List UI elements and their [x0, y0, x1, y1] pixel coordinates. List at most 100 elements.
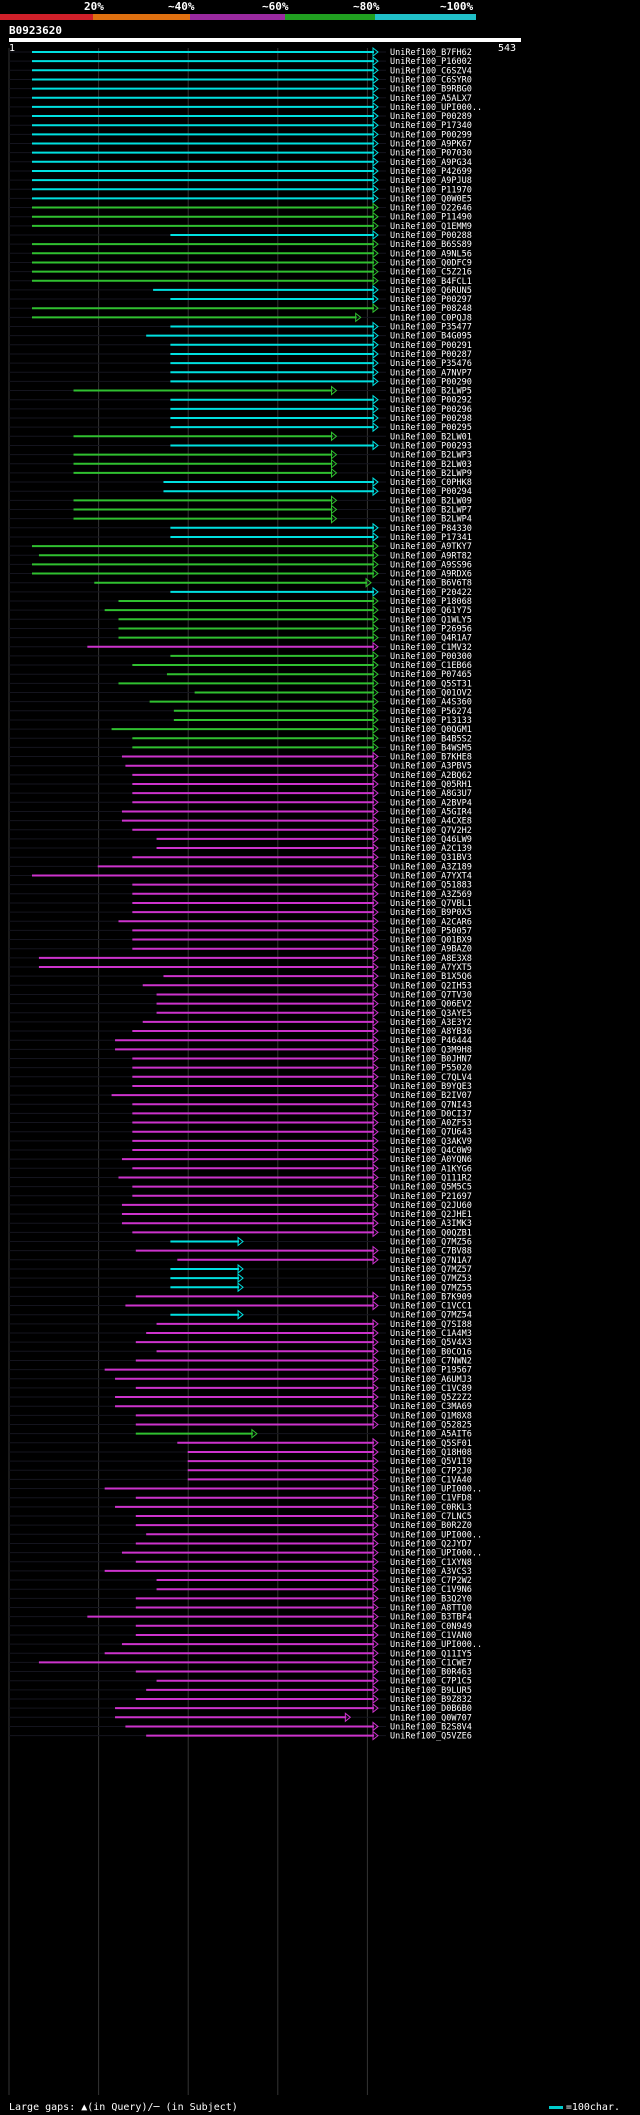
hit-row: UniRef100_B9LUR5	[9, 1684, 472, 1696]
hit-arrow	[372, 1703, 379, 1714]
hit-label: UniRef100_P35477	[390, 323, 472, 333]
hit-label: UniRef100_C1V9N6	[390, 1585, 472, 1595]
hit-label: UniRef100_Q0W707	[390, 1713, 472, 1723]
hit-arrow	[372, 1062, 379, 1073]
hit-label: UniRef100_A7YXT5	[390, 963, 472, 973]
hit-label: UniRef100_UPI000..	[390, 1549, 482, 1559]
hit-arrow	[372, 705, 379, 716]
hit-row: UniRef100_P00287	[9, 348, 472, 360]
hit-row: UniRef100_A8E3X8	[9, 952, 472, 964]
hit-label: UniRef100_Q7TV30	[390, 990, 472, 1000]
hit-label: UniRef100_C7P1C5	[390, 1677, 472, 1687]
hit-arrow	[372, 412, 379, 424]
hit-label: UniRef100_D0CI37	[390, 1109, 472, 1119]
hit-row: UniRef100_A9SS96	[9, 559, 472, 570]
hit-row: UniRef100_Q0W707	[9, 1712, 472, 1723]
hit-label: UniRef100_Q0DFC9	[390, 258, 472, 268]
hit-label: UniRef100_Q4R1A7	[390, 634, 472, 644]
legend-label-80: ~80%	[353, 0, 380, 13]
hit-label: UniRef100_B4B5S2	[390, 734, 472, 744]
hit-row: UniRef100_C1VCC1	[9, 1300, 472, 1312]
hit-arrow	[372, 788, 379, 799]
hit-row: UniRef100_Q0W0E5	[9, 193, 472, 204]
hit-arrow	[372, 897, 379, 908]
hit-row: UniRef100_A9PK67	[9, 138, 472, 150]
hit-arrow	[372, 239, 379, 250]
hit-row: UniRef100_A8YB36	[9, 1026, 472, 1037]
hit-arrow	[372, 1090, 379, 1101]
hit-row: UniRef100_C1VC89	[9, 1382, 472, 1394]
hit-label: UniRef100_C5Z216	[390, 268, 472, 278]
hit-arrow	[372, 1629, 379, 1640]
hit-row: UniRef100_A3IMK3	[9, 1218, 472, 1229]
hit-arrow	[372, 294, 379, 305]
hit-arrow	[372, 669, 379, 680]
hit-arrow	[372, 998, 379, 1009]
hit-row: UniRef100_C5Z216	[9, 266, 472, 278]
hit-label: UniRef100_A3PBV5	[390, 762, 472, 772]
hit-row: UniRef100_P11970	[9, 184, 472, 195]
hit-row: UniRef100_Q5M5C5	[9, 1181, 472, 1193]
hit-arrow	[372, 1181, 379, 1192]
hit-row: UniRef100_B2S8V4	[9, 1721, 472, 1732]
hit-arrow	[372, 1465, 379, 1476]
hit-row: UniRef100_Q51883	[9, 879, 472, 891]
hit-arrow	[372, 111, 379, 122]
hit-label: UniRef100_A9NL56	[390, 249, 472, 259]
hit-label: UniRef100_C7P2J0	[390, 1466, 472, 1476]
hit-label: UniRef100_A8G3U7	[390, 789, 472, 799]
hit-arrow	[372, 1684, 379, 1695]
hit-arrow	[372, 101, 379, 112]
legend-label-60: ~60%	[262, 0, 289, 13]
hit-row: UniRef100_B2LW09	[9, 495, 472, 506]
hit-row: UniRef100_P00293	[9, 440, 472, 451]
hit-row: UniRef100_B9P0X5	[9, 907, 472, 918]
hit-row: UniRef100_C7NWN2	[9, 1355, 472, 1366]
hit-row: UniRef100_Q111R2	[9, 1172, 472, 1183]
hit-label: UniRef100_C1MV32	[390, 643, 472, 653]
hit-row: UniRef100_A9PJU8	[9, 175, 472, 186]
hit-label: UniRef100_C1A4M3	[390, 1329, 472, 1339]
hit-row: UniRef100_A8TTQ0	[9, 1602, 472, 1614]
hit-label: UniRef100_Q3AYE5	[390, 1009, 472, 1019]
hit-arrow	[372, 916, 379, 927]
hit-row: UniRef100_Q61Y75	[9, 605, 472, 616]
hit-row: UniRef100_C0RKL3	[9, 1501, 472, 1513]
hit-label: UniRef100_Q7VBL1	[390, 899, 472, 909]
hit-row: UniRef100_UPI000..	[9, 101, 482, 113]
hit-row: UniRef100_Q46LW9	[9, 833, 472, 845]
hit-label: UniRef100_B0JHN7	[390, 1055, 472, 1065]
hit-row: UniRef100_A3VCS3	[9, 1565, 472, 1577]
hit-label: UniRef100_Q51883	[390, 881, 472, 891]
hit-arrow	[372, 175, 379, 186]
hit-label: UniRef100_Q1WLY5	[390, 615, 472, 625]
hit-arrow	[372, 477, 379, 488]
hit-arrow	[372, 46, 379, 58]
hit-row: UniRef100_P00292	[9, 394, 472, 406]
hit-label: UniRef100_C1XYN8	[390, 1558, 472, 1568]
hit-label: UniRef100_P17340	[390, 121, 472, 131]
hit-arrow	[372, 980, 379, 991]
hit-arrow	[372, 1071, 379, 1082]
hit-label: UniRef100_P11970	[390, 185, 472, 195]
hit-row: UniRef100_P08248	[9, 303, 472, 314]
hit-label: UniRef100_P07465	[390, 670, 472, 680]
hit-arrow	[372, 833, 379, 844]
hit-arrow	[372, 934, 379, 945]
hit-arrow	[372, 1227, 379, 1238]
hit-label: UniRef100_Q01OV2	[390, 689, 472, 699]
hit-arrow	[372, 1721, 379, 1732]
hit-arrow	[372, 760, 379, 771]
hit-row: UniRef100_P56274	[9, 705, 472, 717]
hit-arrow	[372, 1437, 379, 1448]
hit-row: UniRef100_P35476	[9, 358, 472, 369]
hit-row: UniRef100_Q7MZ55	[9, 1282, 472, 1293]
hit-label: UniRef100_P00298	[390, 414, 472, 424]
query-start-label: 1	[9, 43, 16, 54]
hit-label: UniRef100_Q5V4X3	[390, 1338, 472, 1348]
hit-arrow	[372, 321, 379, 332]
hit-arrow	[372, 1007, 379, 1018]
hit-arrow	[372, 138, 379, 149]
query-scale-bar	[9, 38, 521, 42]
hit-label: UniRef100_B7K909	[390, 1292, 472, 1302]
